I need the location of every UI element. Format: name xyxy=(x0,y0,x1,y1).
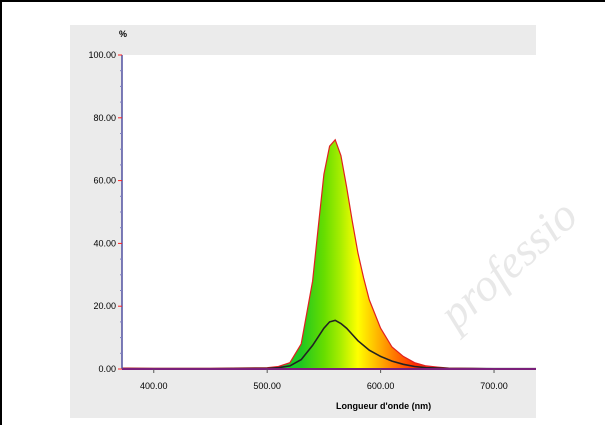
y-tick-label: 0.00 xyxy=(98,364,116,374)
frame-top-border xyxy=(0,0,605,2)
x-axis-title: Longueur d'onde (nm) xyxy=(336,401,432,411)
y-tick-label: 40.00 xyxy=(93,238,116,248)
y-tick-label: 60.00 xyxy=(93,176,116,186)
x-tick-label: 700.00 xyxy=(480,381,508,391)
x-tick-label: 600.00 xyxy=(367,381,395,391)
series-0-fill xyxy=(122,139,536,369)
x-tick-label: 400.00 xyxy=(140,381,168,391)
y-tick-label: 80.00 xyxy=(93,113,116,123)
y-axis-unit-label: % xyxy=(119,29,128,39)
y-tick-label: 100.00 xyxy=(88,50,116,60)
series-1-line xyxy=(122,319,536,370)
y-tick-label: 20.00 xyxy=(93,301,116,311)
x-tick-label: 500.00 xyxy=(253,381,281,391)
frame-left-border xyxy=(0,0,2,425)
series-0-line xyxy=(121,138,536,370)
